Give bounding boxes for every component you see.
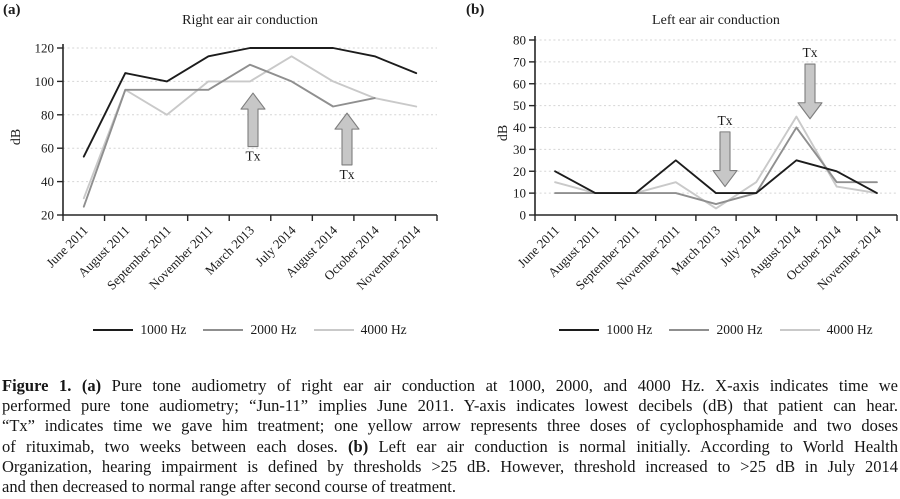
legend-item-2000hz: 2000 Hz	[669, 322, 763, 338]
caption-line: “Tx” indicates time we gave him treatmen…	[2, 416, 898, 436]
caption-text: and then decreased to normal range after…	[2, 477, 456, 497]
series-a-1000hz	[82, 47, 418, 158]
series-a-2000hz	[82, 63, 376, 208]
y-tick-label: 120	[35, 41, 55, 56]
y-tick-label: 20	[41, 208, 54, 223]
tx-annotation-label: Tx	[718, 113, 733, 128]
series-b-4000hz	[554, 115, 878, 210]
legend-line-4000hz	[313, 329, 354, 331]
caption-text: performed pure tone audiometry; “Jun-11”…	[2, 396, 898, 416]
caption-line: performed pure tone audiometry; “Jun-11”…	[2, 396, 898, 416]
legend-label-2000hz: 2000 Hz	[716, 322, 763, 337]
caption-bold-text: Figure 1. (a)	[2, 376, 102, 395]
y-tick-label: 80	[513, 33, 526, 48]
legend-label-1000hz: 1000 Hz	[140, 322, 187, 337]
caption-line: and then decreased to normal range after…	[2, 477, 898, 497]
legend-label-4000hz: 4000 Hz	[826, 322, 873, 337]
series-a-4000hz	[82, 55, 418, 200]
y-tick-label: 40	[41, 174, 54, 189]
caption-line: Organization, hearing impairment is defi…	[2, 457, 898, 477]
caption-text: Organization, hearing impairment is defi…	[2, 456, 898, 476]
legend-line-1000hz	[93, 329, 134, 331]
y-tick-label: 20	[513, 164, 526, 179]
legend-item-1000hz: 1000 Hz	[559, 322, 652, 338]
legend-line-4000hz	[779, 329, 820, 331]
tx-arrow-down	[712, 131, 738, 188]
tx-annotation-label: Tx	[803, 45, 818, 60]
y-tick-label: 80	[41, 107, 54, 122]
y-tick-label: 0	[520, 208, 527, 223]
chart-a-title: Right ear air conduction	[182, 13, 318, 28]
legend-line-2000hz	[203, 329, 244, 331]
y-tick-label: 60	[41, 141, 54, 156]
y-tick-label: 70	[513, 54, 526, 69]
legend-item-1000hz: 1000 Hz	[93, 322, 186, 338]
chart-b-yaxis-label: dB	[496, 124, 511, 142]
y-tick-label: 50	[513, 98, 526, 113]
y-tick-label: 40	[513, 120, 526, 135]
chart-b-legend: 1000 Hz 2000 Hz 4000 Hz	[535, 322, 897, 338]
caption-line: Figure 1. (a) Pure tone audiometry of ri…	[2, 376, 898, 396]
y-tick-label: 100	[35, 74, 55, 89]
legend-label-1000hz: 1000 Hz	[606, 322, 653, 337]
tx-arrow-down	[797, 63, 823, 120]
legend-line-2000hz	[669, 329, 710, 331]
tx-arrow-up	[240, 92, 266, 148]
y-tick-label: 60	[513, 76, 526, 91]
panel-a-label: (a)	[3, 2, 21, 18]
y-tick-label: 10	[513, 186, 526, 201]
legend-label-2000hz: 2000 Hz	[250, 322, 297, 337]
caption-text: “Tx” indicates time we gave him treatmen…	[2, 416, 898, 436]
legend-label-4000hz: 4000 Hz	[360, 322, 407, 337]
caption-bold-text: (b)	[348, 436, 369, 456]
caption-line: of rituximab, two weeks between each dos…	[2, 437, 898, 457]
legend-item-4000hz: 4000 Hz	[779, 322, 873, 338]
caption-text: of rituximab, two weeks between each dos…	[2, 436, 349, 456]
chart-a-yaxis-label: dB	[9, 128, 24, 146]
legend-line-1000hz	[559, 329, 600, 331]
y-tick-label: 30	[513, 142, 526, 157]
tx-annotation-label: Tx	[246, 149, 261, 164]
tx-arrow-up	[334, 112, 360, 166]
legend-item-4000hz: 4000 Hz	[313, 322, 407, 338]
figure-caption: Figure 1. (a) Pure tone audiometry of ri…	[2, 376, 898, 497]
tx-annotation-label: Tx	[340, 167, 355, 182]
caption-text: Left ear air conduction is normal initia…	[368, 436, 899, 456]
chart-b-title: Left ear air conduction	[652, 13, 780, 28]
series-b-1000hz	[554, 159, 878, 195]
caption-text: Pure tone audiometry of right ear air co…	[101, 376, 898, 395]
panel-b-label: (b)	[466, 2, 485, 18]
legend-item-2000hz: 2000 Hz	[203, 322, 297, 338]
chart-a-legend: 1000 Hz 2000 Hz 4000 Hz	[63, 322, 437, 338]
